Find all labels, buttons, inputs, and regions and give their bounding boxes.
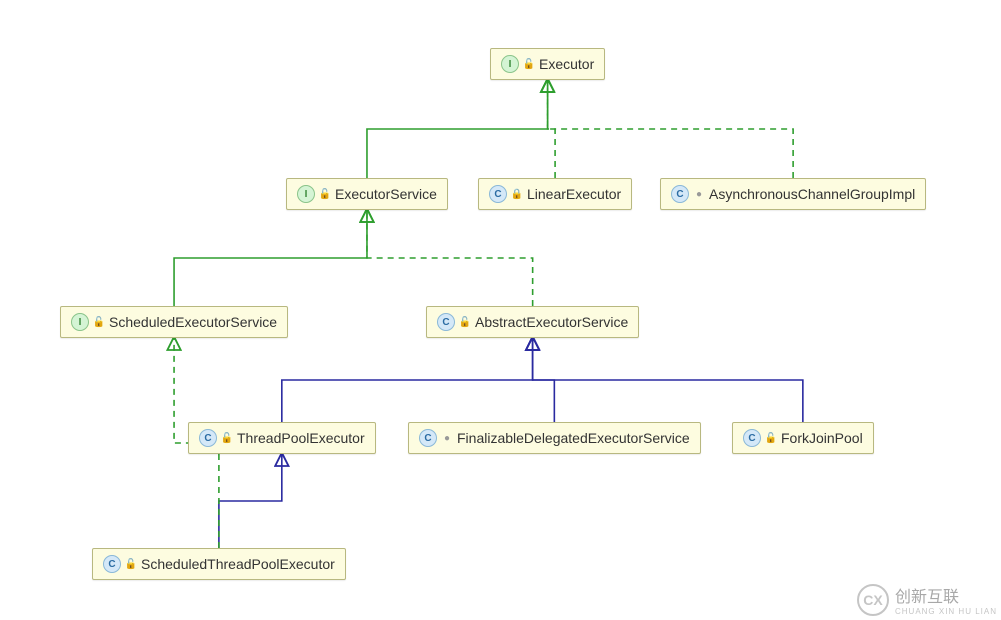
node-label: FinalizableDelegatedExecutorService [457,430,690,446]
class-icon: C [103,555,121,573]
node-ThreadPoolExecutor: C 🔓 ThreadPoolExecutor [188,422,376,454]
interface-icon: I [71,313,89,331]
node-FinalizableDelegatedExecutorService: C ● FinalizableDelegatedExecutorService [408,422,701,454]
node-ForkJoinPool: C 🔓 ForkJoinPool [732,422,874,454]
watermark-subtitle: CHUANG XIN HU LIAN [895,607,997,616]
watermark: CX 创新互联 CHUANG XIN HU LIAN [857,583,997,616]
node-Executor: I 🔓 Executor [490,48,605,80]
watermark-title: 创新互联 [895,589,959,606]
class-icon: C [199,429,217,447]
edge-AbstractExecutorService-ExecutorService [367,210,533,306]
node-AbstractExecutorService: C 🔓 AbstractExecutorService [426,306,639,338]
edge-ThreadPoolExecutor-AbstractExecutorService [282,338,533,422]
edge-ScheduledThreadPoolExecutor-ThreadPoolExecutor [219,454,282,548]
node-label: LinearExecutor [527,186,621,202]
modifier-icon: ● [693,189,705,200]
node-label: ScheduledExecutorService [109,314,277,330]
watermark-text: 创新互联 CHUANG XIN HU LIAN [895,583,997,616]
interface-icon: I [297,185,315,203]
class-icon: C [437,313,455,331]
edge-ForkJoinPool-AbstractExecutorService [533,338,803,422]
watermark-logo: CX [857,584,889,616]
edge-ExecutorService-Executor [367,80,548,178]
node-label: Executor [539,56,594,72]
edge-LinearExecutor-Executor [548,80,555,178]
edge-FinalizableDelegatedExecutorService-AbstractExecutorService [533,338,555,422]
node-label: ScheduledThreadPoolExecutor [141,556,335,572]
modifier-icon: 🔓 [125,559,137,570]
class-icon: C [743,429,761,447]
class-icon: C [671,185,689,203]
node-AsynchronousChannelGroupImpl: C ● AsynchronousChannelGroupImpl [660,178,926,210]
interface-icon: I [501,55,519,73]
class-icon: C [419,429,437,447]
class-icon: C [489,185,507,203]
modifier-icon: 🔒 [511,189,523,200]
modifier-icon: 🔓 [93,317,105,328]
node-label: ThreadPoolExecutor [237,430,365,446]
modifier-icon: 🔓 [523,59,535,70]
edge-ScheduledExecutorService-ExecutorService [174,210,367,306]
modifier-icon: ● [441,433,453,444]
node-ExecutorService: I 🔓 ExecutorService [286,178,448,210]
modifier-icon: 🔓 [459,317,471,328]
node-label: ForkJoinPool [781,430,863,446]
node-label: ExecutorService [335,186,437,202]
node-label: AbstractExecutorService [475,314,628,330]
modifier-icon: 🔓 [221,433,233,444]
node-ScheduledThreadPoolExecutor: C 🔓 ScheduledThreadPoolExecutor [92,548,346,580]
node-LinearExecutor: C 🔒 LinearExecutor [478,178,632,210]
node-label: AsynchronousChannelGroupImpl [709,186,915,202]
modifier-icon: 🔓 [319,189,331,200]
modifier-icon: 🔓 [765,433,777,444]
edge-AsynchronousChannelGroupImpl-Executor [548,80,793,178]
node-ScheduledExecutorService: I 🔓 ScheduledExecutorService [60,306,288,338]
